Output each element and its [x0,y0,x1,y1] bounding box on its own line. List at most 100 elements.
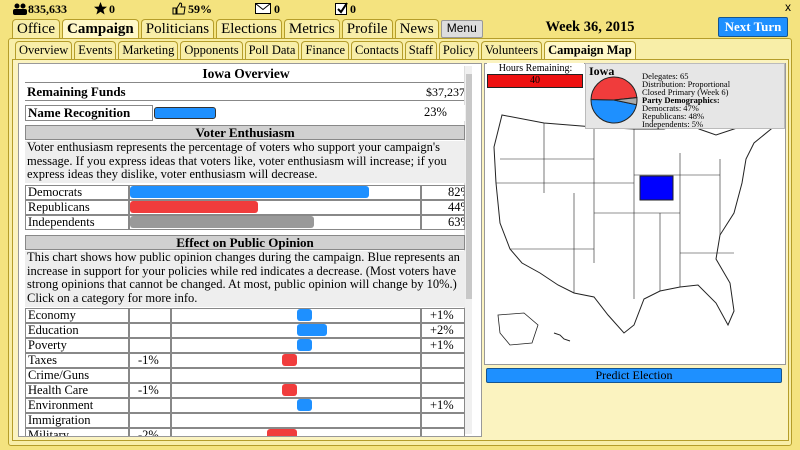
party-value: 82% [421,185,465,200]
issue-name[interactable]: Health Care [25,383,129,398]
main-tab[interactable]: Profile [341,19,393,41]
positive-cell: +2% [421,323,465,338]
state-detail: Distribution: Proportional [642,79,731,89]
menu-button[interactable]: Menu [440,20,483,38]
approval-icon [172,2,186,15]
positive-cell [421,383,465,398]
sub-tab[interactable]: Marketing [118,41,179,59]
demographic-label: Independents: 5% [642,119,704,129]
status-bar: 835,633 0 59% 0 0 x [0,0,800,18]
divider [25,82,465,83]
party-value: 44% [421,200,465,215]
issue-name[interactable]: Environment [25,398,129,413]
issue-name[interactable]: Economy [25,308,129,323]
opinion-value: -1% [138,383,159,397]
section-header: Voter Enthusiasm [25,125,465,140]
sub-tab[interactable]: Finance [301,41,350,59]
state-info: Iowa Delegates: 65 Distribution: Proporti… [585,63,785,129]
issue-name[interactable]: Military [25,428,129,436]
issue-name[interactable]: Taxes [25,353,129,368]
party-name: Democrats [25,185,129,200]
negative-cell [129,368,171,383]
positive-cell [421,368,465,383]
opinion-bar [297,324,327,336]
opinion-value: +2% [430,323,454,337]
sub-tab[interactable]: Contacts [351,41,403,59]
main-tab[interactable]: News [394,19,439,41]
scrollbar[interactable] [464,66,472,434]
pie-slice [613,97,638,106]
negative-cell: -1% [129,353,171,368]
main-tab[interactable]: Campaign [62,19,139,41]
pie-slice [590,99,638,124]
opinion-value: +1% [430,398,454,412]
tasks-icon[interactable] [335,2,348,15]
bar-cell [171,368,421,383]
negative-cell: -1% [129,383,171,398]
bar-cell [171,413,421,428]
hours-value: 40 [487,74,583,88]
issue-name[interactable]: Crime/Guns [25,368,129,383]
sub-tab[interactable]: Volunteers [480,41,543,59]
sub-tab[interactable]: Events [74,41,117,59]
opinion-bar [267,429,297,436]
pie-slice [590,76,638,101]
sub-tab[interactable]: Policy [438,41,479,59]
sub-tab[interactable]: Campaign Map [544,41,636,59]
demographic-label: Republicans: 48% [642,111,705,121]
bar-cell [171,323,421,338]
opinion-bar [282,354,297,366]
opinion-value: -2% [138,428,159,437]
opinion-bar [282,384,297,396]
positive-cell: +1% [421,308,465,323]
approval: 59% [188,2,212,16]
main-tab[interactable]: Metrics [283,19,340,41]
negative-cell: -2% [129,428,171,437]
stars: 0 [109,2,115,16]
state-borders [496,123,734,299]
messages: 0 [274,2,280,16]
state-detail: Delegates: 65 [642,71,689,81]
section-header: Effect on Public Opinion [25,235,465,250]
name-recognition-cell [153,105,421,121]
predict-button[interactable]: Predict Election [486,368,782,383]
enthusiasm-bar [130,186,370,198]
funds: $37,237 [426,85,465,99]
issue-name[interactable]: Education [25,323,129,338]
section-description: This chart shows how public opinion chan… [25,250,465,307]
main-tab[interactable]: Politicians [140,19,215,41]
mail-icon[interactable] [255,3,271,14]
negative-cell [129,398,171,413]
next-turn-button[interactable]: Next Turn [718,17,788,37]
section-description: Voter enthusiasm represents the percenta… [25,140,465,183]
name-recognition-value: 23% [421,105,465,121]
main-tab[interactable]: Elections [216,19,282,41]
issue-name[interactable]: Immigration [25,413,129,428]
positive-cell [421,428,465,436]
demographic-label: Democrats: 47% [642,103,699,113]
opinion-bar [297,309,312,321]
sub-tabs: Overview Events Marketing Opponents Poll Dat… [15,41,638,59]
negative-cell [129,413,171,428]
issue-name[interactable]: Poverty [25,338,129,353]
sub-tab[interactable]: Opponents [180,41,243,59]
sub-tab[interactable]: Staff [404,41,437,59]
main-tab[interactable]: Office [12,19,61,41]
money: 835,633 [28,2,67,16]
close-button[interactable]: x [785,0,791,14]
bar-cell [129,185,421,200]
demographics-pie [590,76,638,124]
bar-cell [171,398,421,413]
sub-tab[interactable]: Overview [15,41,73,59]
overview-panel: Iowa Overview Remaining Funds $37,237 Na… [18,63,482,437]
funds-label: Remaining Funds [27,84,126,99]
bar-cell [171,353,421,368]
scroll-thumb[interactable] [466,74,472,299]
bar-cell [129,215,421,230]
sub-tab[interactable]: Poll Data [244,41,300,59]
negative-cell [129,338,171,353]
opinion-value: -1% [138,353,159,367]
iowa[interactable] [639,175,674,201]
